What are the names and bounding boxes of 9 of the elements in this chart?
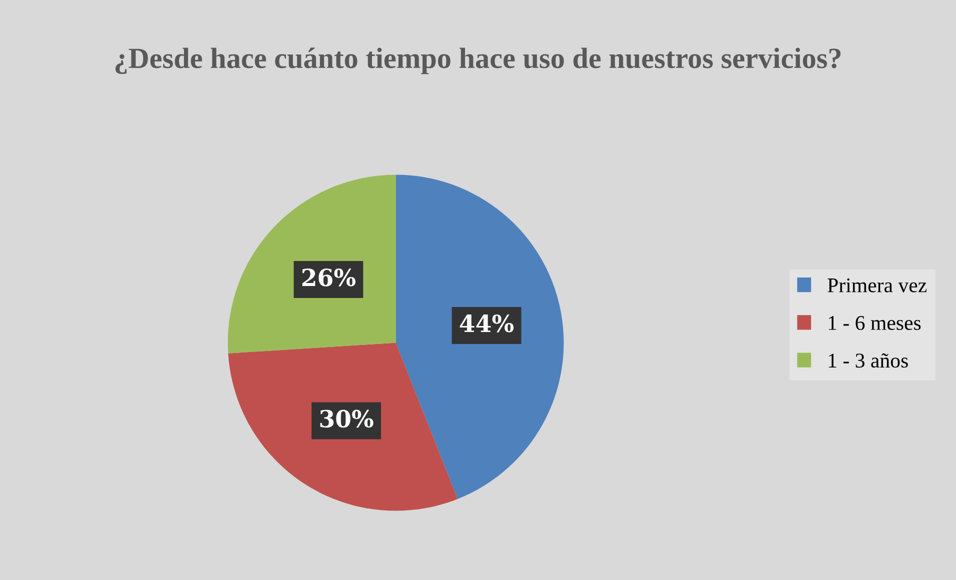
pie-slice — [396, 174, 564, 499]
legend-label: 1 - 6 meses — [828, 316, 921, 330]
legend-label: 1 - 3 años — [828, 353, 908, 368]
pie-slice — [228, 342, 458, 511]
legend-label: Primera vez — [828, 278, 927, 292]
data-label: 44% — [460, 314, 514, 332]
data-label: 30% — [320, 410, 374, 428]
data-label: 26% — [302, 268, 356, 286]
chart-title: ¿Desde hace cuánto tiempo hace uso de nuestros servicios? — [115, 48, 841, 74]
